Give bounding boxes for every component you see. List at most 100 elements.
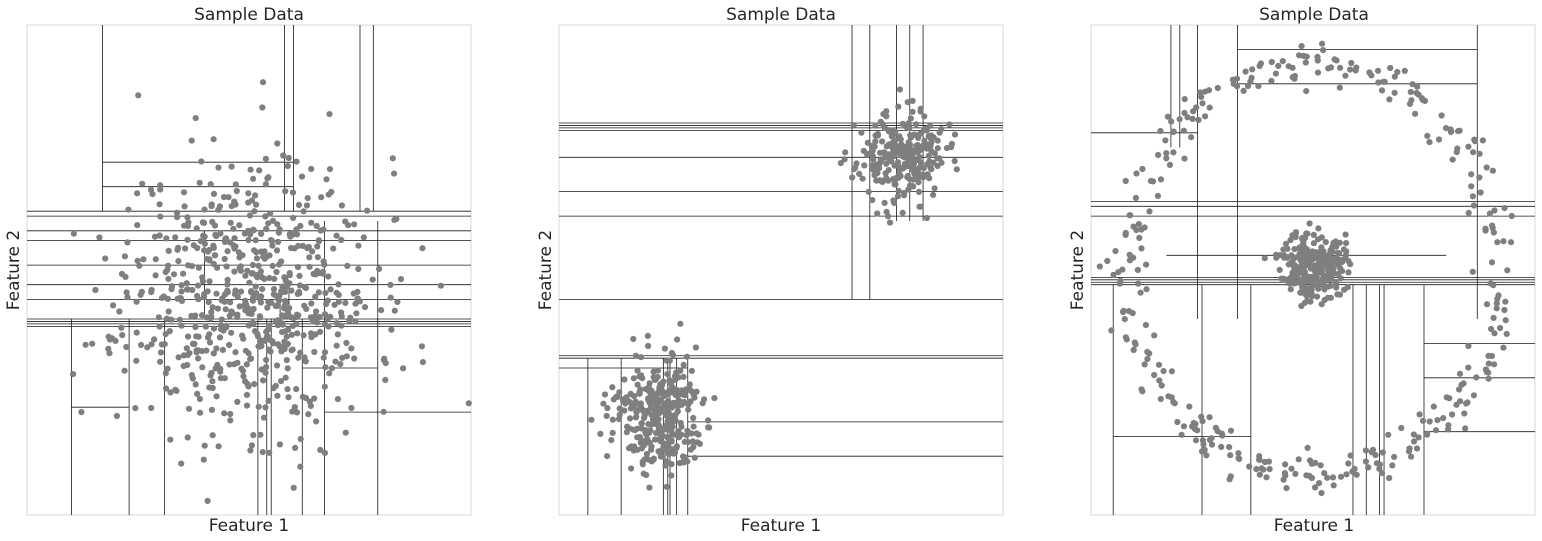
data-point	[643, 471, 650, 479]
data-point	[1170, 149, 1177, 156]
data-point	[1166, 161, 1174, 168]
data-point	[266, 322, 273, 329]
data-point	[287, 233, 294, 240]
data-point	[313, 222, 320, 230]
data-point	[1312, 459, 1319, 466]
data-point	[1456, 370, 1464, 377]
data-point	[280, 152, 287, 159]
data-point	[688, 430, 695, 437]
data-point	[1329, 474, 1337, 481]
data-points	[1096, 40, 1515, 497]
data-point	[906, 161, 913, 168]
data-point	[1386, 474, 1393, 482]
data-point	[888, 133, 895, 140]
data-point	[337, 361, 344, 368]
data-point	[879, 138, 886, 145]
data-point	[661, 404, 668, 411]
data-point	[204, 334, 212, 341]
data-point	[872, 132, 879, 139]
data-point	[1146, 208, 1153, 215]
data-point	[300, 208, 307, 215]
data-point	[300, 332, 307, 339]
data-point	[677, 367, 684, 374]
data-point	[252, 237, 259, 244]
data-point	[676, 397, 683, 405]
data-point	[1321, 283, 1328, 290]
data-point	[1229, 76, 1236, 83]
data-point	[1342, 231, 1349, 238]
data-point	[899, 209, 906, 216]
data-point	[165, 275, 172, 282]
data-point	[105, 333, 112, 340]
data-point	[616, 389, 623, 396]
data-point	[279, 321, 286, 328]
plot-title: Sample Data	[194, 5, 304, 25]
data-point	[246, 212, 254, 219]
data-point	[1324, 474, 1331, 481]
data-point	[139, 180, 146, 187]
data-point	[305, 243, 312, 251]
data-point	[870, 156, 877, 163]
data-point	[338, 236, 345, 244]
data-point	[1313, 293, 1321, 300]
data-point	[906, 176, 913, 183]
data-point	[692, 344, 699, 351]
data-point	[1391, 453, 1398, 460]
data-point	[180, 270, 187, 277]
data-point	[1327, 282, 1334, 289]
data-point	[249, 270, 257, 277]
data-point	[221, 410, 228, 417]
data-point	[285, 394, 292, 401]
data-point	[138, 341, 145, 349]
data-point	[661, 345, 668, 352]
data-point	[1375, 79, 1382, 86]
data-point	[1336, 250, 1343, 257]
data-point	[326, 166, 334, 173]
data-point	[322, 321, 329, 328]
data-point	[1491, 207, 1498, 214]
data-point	[176, 316, 183, 323]
data-point	[1218, 443, 1225, 450]
data-point	[1307, 290, 1314, 297]
data-point	[183, 345, 190, 352]
data-point	[1416, 411, 1423, 418]
data-point	[1310, 231, 1317, 238]
data-point	[326, 370, 333, 377]
data-point	[688, 367, 695, 374]
data-point	[255, 403, 262, 410]
data-point	[263, 225, 270, 233]
data-point	[1307, 298, 1314, 305]
data-point	[288, 244, 295, 252]
data-point	[194, 282, 202, 289]
data-point	[645, 456, 652, 463]
data-point	[1502, 317, 1509, 324]
data-point	[1133, 170, 1140, 177]
data-point	[327, 313, 334, 320]
data-point	[608, 437, 615, 444]
data-point	[1398, 424, 1405, 432]
data-point	[119, 332, 126, 339]
data-point	[270, 286, 278, 293]
data-point	[1168, 368, 1175, 375]
data-point	[674, 336, 681, 343]
data-point	[289, 408, 296, 415]
data-point	[172, 234, 179, 241]
data-point	[696, 440, 703, 447]
data-point	[628, 443, 635, 450]
data-point	[930, 191, 937, 198]
data-point	[1336, 84, 1343, 91]
data-point	[248, 197, 256, 204]
data-point	[1319, 40, 1326, 47]
data-point	[686, 381, 693, 388]
data-point	[118, 324, 125, 331]
data-point	[134, 257, 141, 264]
data-point	[677, 320, 684, 327]
data-point	[224, 281, 231, 288]
data-point	[250, 227, 257, 234]
data-point	[82, 341, 89, 348]
data-point	[1306, 220, 1313, 227]
data-point	[886, 219, 894, 226]
data-point	[909, 108, 916, 115]
data-point	[1146, 350, 1153, 357]
data-point	[391, 216, 398, 223]
